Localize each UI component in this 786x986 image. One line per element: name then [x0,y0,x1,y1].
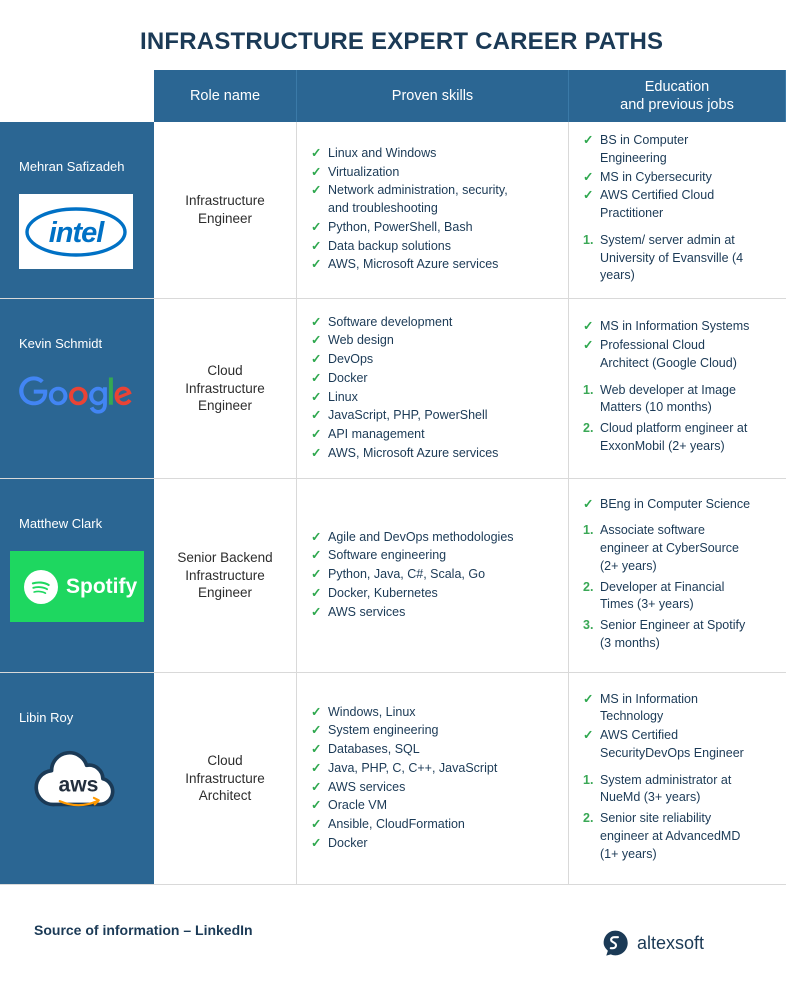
svg-text:intel: intel [49,217,106,249]
svg-text:aws: aws [58,773,98,796]
